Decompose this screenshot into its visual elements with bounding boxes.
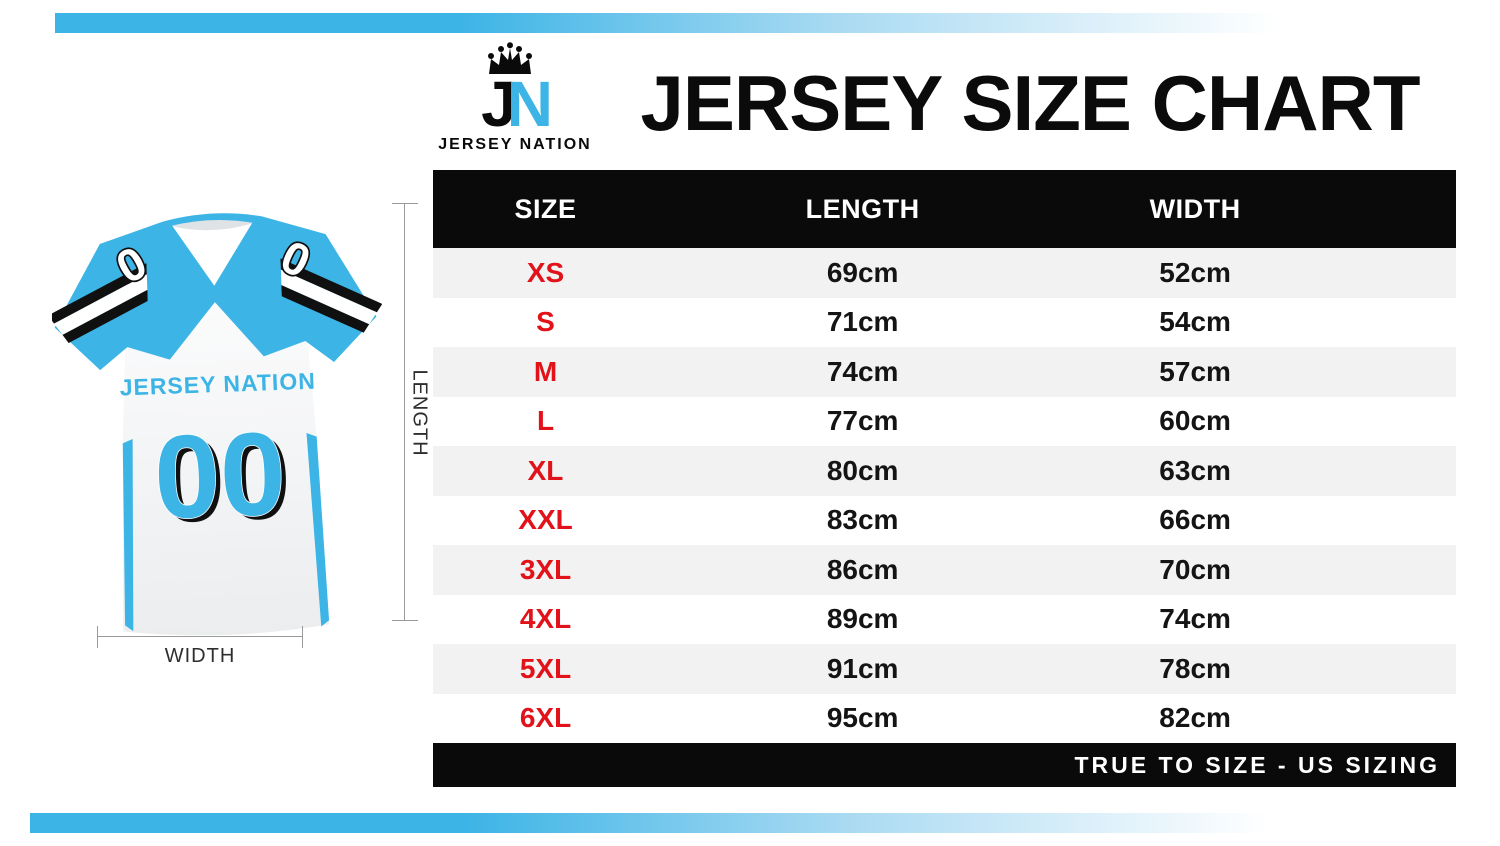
- length-cell: 89cm: [826, 603, 899, 635]
- bottom-gradient-bar: [30, 813, 1305, 833]
- table-row: L 77cm 60cm: [433, 396, 1456, 446]
- header-length: LENGTH: [805, 193, 920, 224]
- size-cell: M: [533, 355, 558, 387]
- width-cell: 74cm: [1159, 603, 1231, 635]
- brand-initial-j: J: [481, 68, 517, 140]
- length-cell: 80cm: [826, 454, 899, 486]
- length-cell: 69cm: [826, 256, 899, 288]
- size-table-body: XS 69cm 52cm S 71cm 54cm M 74cm 57cm L 77cm 60cm XL 8…: [433, 248, 1456, 743]
- table-row: XL 80cm 63cm: [433, 446, 1456, 496]
- crown-icon: [488, 42, 532, 74]
- length-cell: 86cm: [826, 553, 899, 585]
- length-cell: 83cm: [826, 504, 899, 536]
- brand-name: JERSEY NATION: [438, 136, 592, 153]
- width-cell: 54cm: [1159, 306, 1231, 338]
- length-cell: 95cm: [826, 702, 899, 734]
- table-row: 6XL 95cm 82cm: [433, 693, 1456, 743]
- size-table: SIZE LENGTH WIDTH XS 69cm 52cm S 71cm 54cm M 74…: [433, 170, 1456, 787]
- sizing-note: TRUE TO SIZE - US SIZING: [1074, 751, 1440, 778]
- size-cell: 5XL: [519, 652, 572, 684]
- length-cell: 91cm: [826, 652, 899, 684]
- brand-initial-n: N: [506, 68, 553, 140]
- header-width: WIDTH: [1149, 193, 1241, 224]
- table-row: M 74cm 57cm: [433, 347, 1456, 397]
- jersey-chest-number-shadow: 00: [157, 412, 293, 549]
- jersey-graphic-icon: 0 0 JERSEY NATION 00 00: [45, 213, 385, 636]
- jersey-chest-number: 00: [152, 408, 288, 545]
- top-gradient-bar: [55, 13, 1315, 33]
- length-cell: 71cm: [826, 306, 899, 338]
- width-dimension-label: WIDTH: [164, 645, 236, 667]
- size-cell: XS: [526, 256, 565, 288]
- table-row: 5XL 91cm 78cm: [433, 644, 1456, 694]
- length-dimension-line: [392, 203, 418, 621]
- brand-logo: JN JERSEY NATION: [428, 42, 602, 154]
- size-table-header: SIZE LENGTH WIDTH: [433, 170, 1456, 248]
- width-cell: 70cm: [1159, 553, 1231, 585]
- table-row: 4XL 89cm 74cm: [433, 594, 1456, 644]
- length-cell: 77cm: [826, 405, 899, 437]
- table-row: 3XL 86cm 70cm: [433, 545, 1456, 595]
- width-dimension-line: [97, 626, 303, 648]
- size-cell: 4XL: [519, 603, 572, 635]
- table-row: XXL 83cm 66cm: [433, 495, 1456, 545]
- width-cell: 60cm: [1159, 405, 1231, 437]
- width-cell: 63cm: [1159, 454, 1231, 486]
- size-cell: 3XL: [519, 553, 572, 585]
- size-table-footer: TRUE TO SIZE - US SIZING: [433, 743, 1456, 787]
- page-title: JERSEY SIZE CHART: [640, 59, 1420, 147]
- width-cell: 52cm: [1159, 256, 1231, 288]
- width-cell: 57cm: [1159, 355, 1231, 387]
- width-cell: 82cm: [1159, 702, 1231, 734]
- size-cell: 6XL: [519, 702, 572, 734]
- jersey-illustration: 0 0 JERSEY NATION 00 00: [45, 190, 386, 648]
- header-size: SIZE: [514, 193, 577, 224]
- table-row: S 71cm 54cm: [433, 297, 1456, 347]
- length-cell: 74cm: [826, 355, 899, 387]
- size-cell: XL: [527, 454, 564, 486]
- size-cell: L: [536, 405, 555, 437]
- size-cell: S: [536, 306, 555, 338]
- length-dimension-label: LENGTH: [408, 369, 431, 457]
- table-row: XS 69cm 52cm: [433, 248, 1456, 298]
- size-cell: XXL: [518, 504, 573, 536]
- width-cell: 78cm: [1159, 652, 1231, 684]
- brand-initials: JN: [428, 72, 602, 136]
- width-cell: 66cm: [1159, 504, 1231, 536]
